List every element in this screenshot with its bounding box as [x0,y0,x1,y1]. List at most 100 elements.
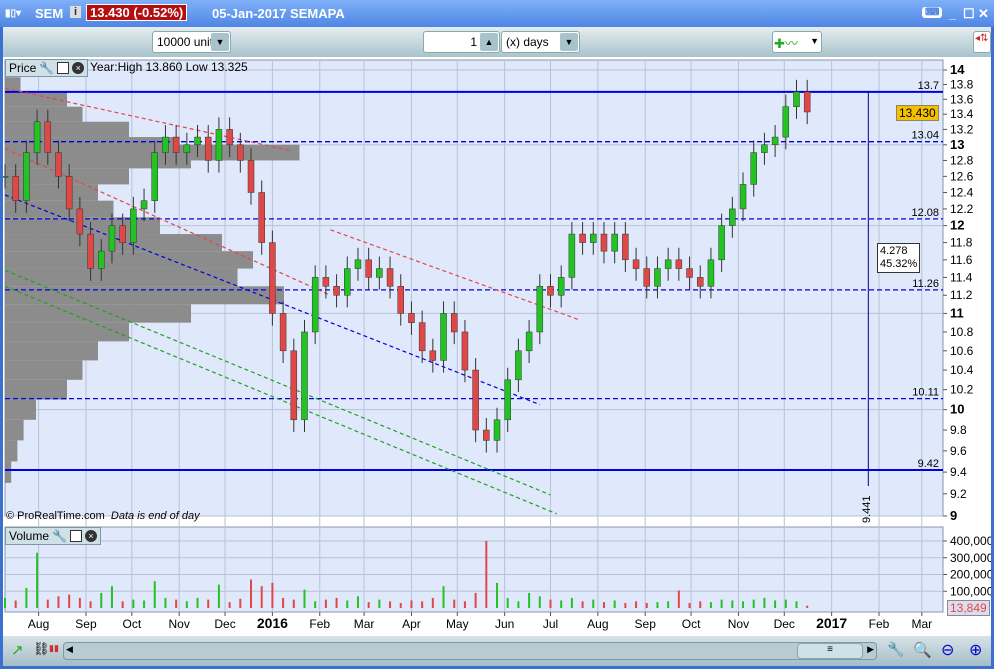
candle [803,91,811,113]
volume-bar [549,599,552,608]
chart-settings-icon[interactable]: 🔧 [887,641,905,657]
maximize-button[interactable]: ☐ [963,6,975,21]
volume-bar [463,601,466,608]
volume-bar [335,597,338,608]
volume-profile-bar [5,419,24,441]
volume-bar [228,602,231,608]
candle [429,350,437,361]
candle [707,259,715,287]
info-icon[interactable]: i [70,6,82,18]
price-level-label: 13.04 [911,130,939,142]
current-volume-label: 13,849 [947,600,990,616]
volume-tick-label: 200,000 [950,568,991,582]
x-tick-label: Jul [543,617,558,631]
y-tick-label: 12.6 [950,169,974,183]
scroll-right-icon[interactable]: ▶ [867,644,874,654]
candlestick-icon[interactable]: ▮▯▾ [5,8,22,19]
candle [568,233,576,278]
volume-bar [635,601,638,608]
zoom-in-icon[interactable]: ⊕ [969,642,983,659]
scroll-left-icon[interactable]: ◀ [66,644,73,654]
volume-profile-bar [5,251,253,269]
side-panel-toggle[interactable]: ◂⇅ [973,31,991,53]
candle [525,331,533,352]
chart-type-icon[interactable]: ▮▮ [49,643,59,653]
candle [440,313,447,361]
price-change-badge: 13.430 (-0.52%) [86,4,188,21]
units-select[interactable]: 10000 units ▼ [152,31,231,53]
indicators-icon: ✚〰 [774,36,798,51]
y-tick-label: 10 [950,402,964,417]
volume-profile-bar [5,286,284,305]
y-tick-label: 9.2 [950,487,967,501]
keyboard-icon[interactable]: ⌨ [922,7,943,18]
y-tick-label: 11.4 [950,270,973,284]
y-tick-label: 10.8 [950,325,974,339]
candle [247,160,255,193]
volume-tick-label: 100,000 [950,584,991,598]
candle [600,233,608,252]
volume-pane-label: Volume [9,529,50,543]
volume-bar [667,601,670,608]
candle [408,313,415,323]
close-button[interactable]: ✕ [978,6,989,21]
minimize-button[interactable]: _ [949,6,957,21]
candle [269,242,276,314]
volume-bar [367,602,370,608]
stepper-arrows-icon[interactable]: ▲ [480,33,498,51]
zoom-out-icon[interactable]: ⊖ [941,642,955,659]
volume-bar [175,599,178,608]
volume-bar [78,597,81,608]
candle [472,369,479,431]
y-tick-label: 9.8 [950,423,967,437]
chevron-down-icon[interactable]: ▼ [810,36,819,46]
indicators-button[interactable]: ✚〰 ▼ [772,31,822,53]
link-icon[interactable]: ⛓ [33,641,50,656]
candle [461,331,469,371]
symbol-label[interactable]: SEM [35,6,64,21]
horizontal-scrollbar[interactable]: ◀ ≡ ▶ [63,642,877,660]
volume-bar [207,599,210,608]
volume-profile-bar [5,91,67,107]
auto-zoom-icon[interactable]: 🔍 [913,642,932,659]
candle [761,144,768,153]
wrench-icon[interactable]: 🔧 [52,529,67,543]
window-icon[interactable] [57,62,70,74]
chevron-down-icon[interactable]: ▼ [560,33,578,51]
candle [750,152,757,185]
candle [290,350,298,421]
candle [258,192,265,243]
wrench-icon[interactable]: 🔧 [39,61,55,75]
candle [450,313,458,333]
period-unit-select[interactable]: (x) days ▼ [501,31,580,53]
x-tick-label: Jun [495,617,514,631]
close-icon[interactable]: × [72,62,85,74]
y-tick-label: 13 [950,137,964,152]
chart-svg[interactable]: Aug Sep Oct Nov Dec 2016 Feb Mar Apr May Jun Jul Aug… [1,57,994,636]
candle [108,225,116,252]
x-tick-label: Sep [75,617,97,631]
chart-area[interactable]: Aug Sep Oct Nov Dec 2016 Feb Mar Apr May Jun Jul Aug… [1,57,994,636]
title-bar: ▮▯▾ SEM i 13.430 (-0.52%) 05-Jan-2017 SE… [0,0,994,27]
candle [344,268,351,296]
x-tick-label: Nov [728,617,749,631]
candle [622,233,629,261]
x-tick-label: Mar [911,617,932,631]
close-icon[interactable]: × [84,530,97,542]
scrollbar-thumb[interactable]: ≡ [797,643,863,659]
price-pane-label: Price [9,61,37,75]
volume-bar [303,589,306,608]
y-tick-label: 9.4 [950,465,967,479]
volume-bar [742,601,745,608]
copyright-text: © ProRealTime.com [6,510,105,522]
y-tick-label: 10.6 [950,344,974,358]
window-icon[interactable] [69,530,82,542]
share-chart-icon[interactable]: ↗ [11,642,24,659]
period-stepper[interactable]: 1 ▲ [423,31,500,53]
chevron-down-icon[interactable]: ▼ [211,33,229,51]
volume-bar [517,601,520,608]
volume-bar [132,599,135,608]
y-tick-label: 13.8 [950,78,974,92]
x-tick-label: May [446,617,469,631]
volume-bar [356,596,359,608]
